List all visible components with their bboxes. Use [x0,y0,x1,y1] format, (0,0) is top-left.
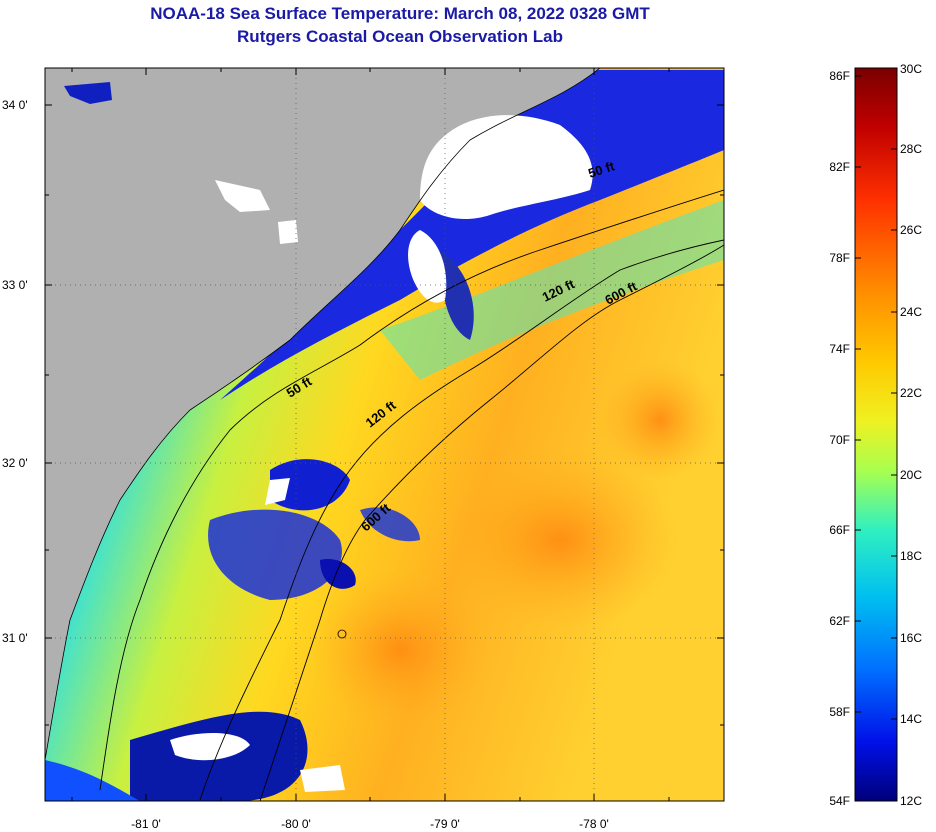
colorbar [854,67,898,802]
seamount-contour [337,629,347,639]
colorbar-c-label: 14C [900,712,922,726]
land-mass [45,68,600,760]
lon-label-78: -78 0' [579,817,609,831]
cold-patch [45,760,140,801]
lat-label-33: 33 0' [2,278,28,292]
colorbar-fahrenheit-labels: 86F 82F 78F 74F 70F 66F 62F 58F 54F [829,69,850,808]
colorbar-c-label: 28C [900,142,922,156]
colorbar-c-label: 22C [900,386,922,400]
colorbar-c-label: 16C [900,631,922,645]
colorbar-f-label: 70F [829,433,850,447]
colorbar-f-label: 62F [829,614,850,628]
colorbar-f-label: 58F [829,705,850,719]
cold-patch [320,559,356,589]
cold-patch [270,459,350,511]
warm-patch [600,360,720,480]
colorbar-c-label: 24C [900,305,922,319]
lon-label-80: -80 0' [281,817,311,831]
colorbar-c-label: 26C [900,223,922,237]
colorbar-c-label: 30C [900,62,922,76]
isobath-600ft [259,244,724,801]
colorbar-ticks [855,67,897,802]
map-subtitle: Rutgers Coastal Ocean Observation Lab [237,27,563,46]
cloud-mask [215,180,270,212]
cloud-mask [420,115,593,220]
colorbar-c-label: 20C [900,468,922,482]
sst-image [45,68,724,801]
colorbar-c-label: 18C [900,549,922,563]
cold-coastal-band [220,70,724,400]
isobath-120ft [199,239,724,801]
lon-label-79: -79 0' [430,817,460,831]
inland-water [64,82,112,104]
cold-patch [360,507,420,542]
colorbar-celsius-labels: 30C 28C 26C 24C 22C 20C 18C 16C 14C 12C [900,62,922,808]
lon-label-81: -81 0' [131,817,161,831]
colorbar-f-label: 54F [829,794,850,808]
map-title: NOAA-18 Sea Surface Temperature: March 0… [150,4,650,23]
colorbar-f-label: 82F [829,160,850,174]
cloud-mask [300,765,345,792]
lat-label-34: 34 0' [2,98,28,112]
lat-label-31: 31 0' [2,631,28,645]
colorbar-f-label: 74F [829,342,850,356]
cold-patch [208,509,342,600]
axis-ticks [45,68,724,801]
colorbar-f-label: 78F [829,251,850,265]
colorbar-c-label: 12C [900,794,922,808]
warm-patch [440,450,680,630]
colorbar-f-label: 66F [829,523,850,537]
cloud-mask [278,220,298,244]
cloud-mask [265,478,290,505]
graticule [45,68,724,801]
cold-patch [440,250,474,340]
warm-patch [310,570,490,730]
map-frame [44,67,725,802]
isobath-50ft [99,189,724,791]
cloud-mask [170,733,250,761]
coastline [45,68,601,761]
colorbar-f-label: 86F [829,69,850,83]
cloud-mask [408,230,447,303]
lat-label-32: 32 0' [2,456,28,470]
